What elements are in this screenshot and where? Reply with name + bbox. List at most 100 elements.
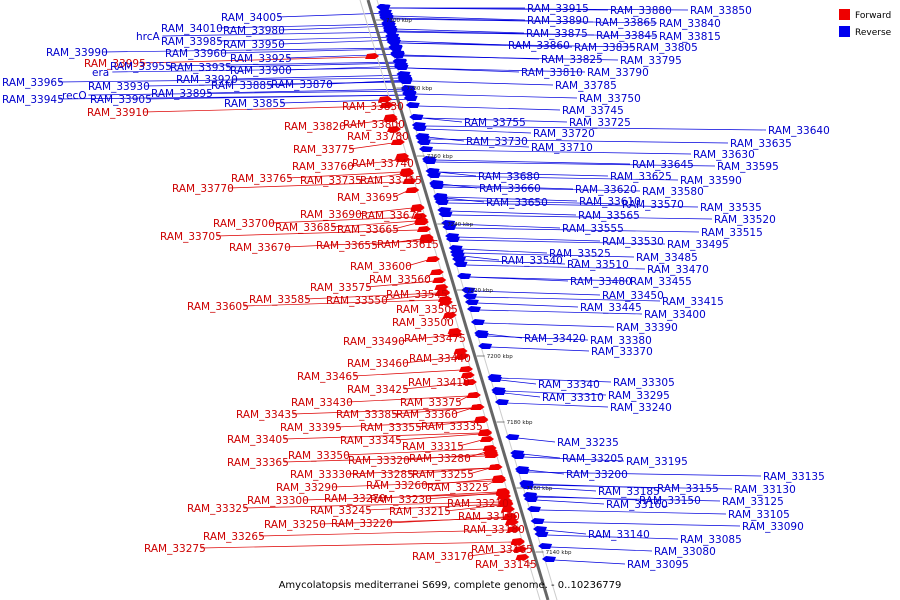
forward-leader-line — [366, 280, 435, 288]
tick-label: 7220 kbp — [467, 288, 493, 294]
forward-gene-feature — [478, 430, 493, 436]
forward-leader-line — [392, 407, 473, 415]
reverse-leader-line — [394, 28, 525, 34]
forward-leader-line — [406, 259, 429, 267]
reverse-leader-line — [441, 184, 574, 190]
reverse-leader-line — [398, 42, 635, 48]
reverse-leader-line — [532, 486, 597, 492]
reverse-gene-label: RAM_33455 — [630, 276, 692, 288]
forward-gene-label: RAM_33210 — [447, 498, 509, 510]
forward-gene-feature — [510, 539, 525, 545]
reverse-gene-feature — [388, 45, 403, 51]
kbp-ticks: 7300 kbp 7280 kbp 7260 kbp 7240 kbp 7220 kbp… — [376, 18, 572, 556]
reverse-gene-label: RAM_33240 — [610, 402, 672, 414]
reverse-gene-feature — [419, 146, 433, 152]
reverse-gene-label: RAM_33470 — [647, 264, 709, 276]
reverse-gene-label: RAM_33610 — [579, 196, 641, 208]
reverse-leader-line — [550, 546, 653, 552]
reverse-gene-label: RAM_33305 — [613, 377, 675, 389]
reverse-gene-label: RAM_33565 — [578, 210, 640, 222]
reverse-gene-feature — [376, 4, 391, 10]
forward-leader-line — [382, 293, 439, 301]
reverse-leader-line — [463, 259, 566, 265]
forward-leader-line — [332, 480, 495, 488]
reverse-gene-label: RAM_33590 — [680, 175, 742, 187]
reverse-leader-line — [503, 390, 607, 396]
reverse-leader-line — [162, 31, 396, 37]
reverse-gene-label: RAM_33495 — [667, 239, 729, 251]
reverse-gene-label: RAM_33815 — [659, 31, 721, 43]
reverse-leader-line — [454, 227, 700, 233]
forward-leader-line — [336, 420, 477, 428]
reverse-leader-line — [58, 77, 410, 83]
reverse-gene-feature — [527, 506, 541, 512]
reverse-leader-line — [445, 199, 621, 205]
forward-leader-line — [396, 433, 481, 441]
reverse-gene-feature — [450, 252, 465, 258]
reverse-leader-line — [232, 74, 409, 80]
genome-caption: Amycolatopsis mediterranei S699, complet… — [279, 580, 622, 591]
reverse-leader-line — [414, 93, 578, 99]
reverse-leader-line — [499, 377, 612, 383]
reverse-gene-label: RAM_33370 — [591, 346, 653, 358]
reverse-gene-label: RAM_33080 — [654, 546, 716, 558]
reverse-leader-line — [445, 197, 485, 203]
reverse-leader-line — [221, 48, 401, 54]
forward-gene-label: RAM_33335 — [421, 421, 483, 433]
reverse-gene-label: RAM_33445 — [580, 302, 642, 314]
reverse-gene-label: RAM_33630 — [693, 149, 755, 161]
forward-gene-label: RAM_33605 — [187, 301, 249, 313]
reverse-gene-feature — [470, 319, 485, 325]
reverse-gene-label: RAM_33415 — [662, 296, 724, 308]
forward-leader-line — [243, 299, 441, 307]
reverse-gene-label: RAM_33680 — [478, 171, 540, 183]
reverse-gene-feature — [398, 77, 413, 83]
reverse-leader-line — [391, 18, 658, 24]
reverse-gene-label: RAM_33745 — [562, 105, 624, 117]
forward-gene-feature — [432, 277, 447, 283]
reverse-gene-feature — [437, 207, 452, 213]
reverse-gene-feature — [542, 556, 556, 562]
gene-features — [365, 4, 556, 562]
reverse-gene-feature — [402, 90, 417, 96]
reverse-leader-line — [535, 499, 605, 505]
forward-gene-feature — [515, 554, 530, 560]
reverse-gene-label: RAM_33625 — [610, 171, 672, 183]
reverse-gene-feature — [405, 102, 420, 108]
forward-gene-label: RAM_33260 — [366, 480, 428, 492]
forward-leader-line — [353, 369, 462, 377]
reverse-gene-label: RAM_33160 — [606, 499, 668, 511]
reverse-leader-line — [112, 67, 407, 73]
forward-gene-label: RAM_33550 — [326, 295, 388, 307]
legend-reverse-swatch — [839, 26, 850, 37]
reverse-gene-label: hrcA — [136, 31, 161, 43]
forward-gene-label: RAM_33385 — [336, 409, 398, 421]
reverse-gene-label: RAM_33200 — [566, 469, 628, 481]
reverse-gene-label: RAM_33725 — [569, 117, 631, 129]
reverse-gene-label: RAM_33380 — [590, 335, 652, 347]
reverse-leader-line — [395, 31, 658, 37]
reverse-gene-label: RAM_33660 — [479, 183, 541, 195]
reverse-gene-label: RAM_33930 — [88, 81, 150, 93]
forward-gene-label: RAM_33170 — [412, 551, 474, 563]
reverse-leader-line — [267, 80, 411, 86]
reverse-gene-label: RAM_33985 — [161, 36, 223, 48]
reverse-leader-line — [490, 346, 590, 352]
forward-gene-label: RAM_33360 — [396, 409, 458, 421]
reverse-gene-feature — [505, 434, 520, 440]
forward-gene-feature — [453, 348, 468, 354]
forward-gene-label: RAM_33655 — [316, 240, 378, 252]
tick-label: 7280 kbp — [406, 86, 432, 92]
tick-label: 7160 kbp — [526, 486, 552, 492]
reverse-gene-feature — [379, 15, 394, 21]
forward-gene-label: RAM_33250 — [264, 519, 326, 531]
reverse-leader-line — [217, 36, 398, 42]
forward-leader-line — [465, 451, 486, 459]
reverse-gene-feature — [491, 387, 506, 393]
reverse-leader-line — [478, 309, 643, 315]
reverse-gene-feature — [448, 245, 463, 251]
forward-leader-line — [356, 173, 403, 181]
forward-leader-line — [483, 480, 495, 488]
reverse-gene-label: RAM_33900 — [230, 65, 292, 77]
